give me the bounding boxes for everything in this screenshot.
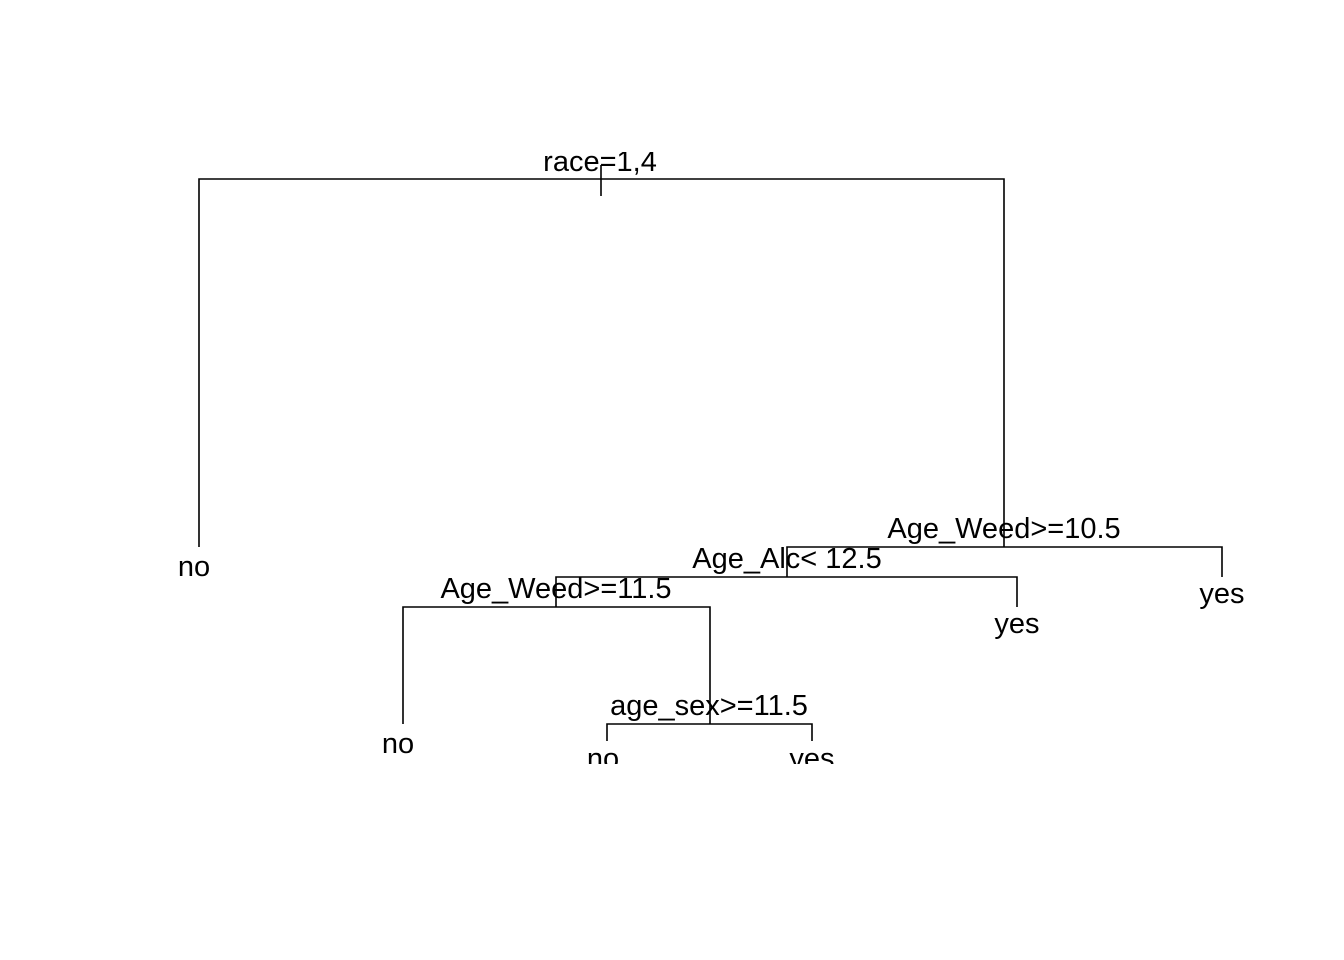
split-label-root: race=1,4: [543, 146, 657, 178]
leaf-label-age-sex-11-5-right: yes: [789, 743, 834, 775]
edge-age-alc-12-5: [555, 576, 1018, 607]
leaf-label-age-weed-11-5-left: no: [382, 728, 414, 760]
split-label-age-alc-12-5: Age_Alc< 12.5: [692, 543, 881, 575]
edge-age-weed-11-5: [402, 606, 711, 724]
edge-root: [198, 178, 1005, 547]
split-label-age-weed-10-5: Age_Weed>=10.5: [887, 513, 1120, 545]
leaf-label-age-alc-12-5-right: yes: [994, 608, 1039, 640]
leaf-labels: no yes yes no no yes: [178, 551, 1245, 775]
leaf-label-age-sex-11-5-left: no: [587, 743, 619, 775]
tree-edges: [198, 165, 1223, 741]
split-label-age-sex-11-5: age_sex>=11.5: [610, 690, 808, 722]
edge-age-weed-10-5: [786, 546, 1223, 577]
leaf-label-root-left: no: [178, 551, 210, 583]
split-labels: race=1,4 Age_Weed>=10.5 Age_Alc< 12.5 Ag…: [440, 146, 1120, 722]
split-label-age-weed-11-5: Age_Weed>=11.5: [440, 573, 671, 605]
leaf-label-age-weed-10-5-right: yes: [1199, 578, 1244, 610]
edge-age-sex-11-5: [606, 723, 813, 741]
